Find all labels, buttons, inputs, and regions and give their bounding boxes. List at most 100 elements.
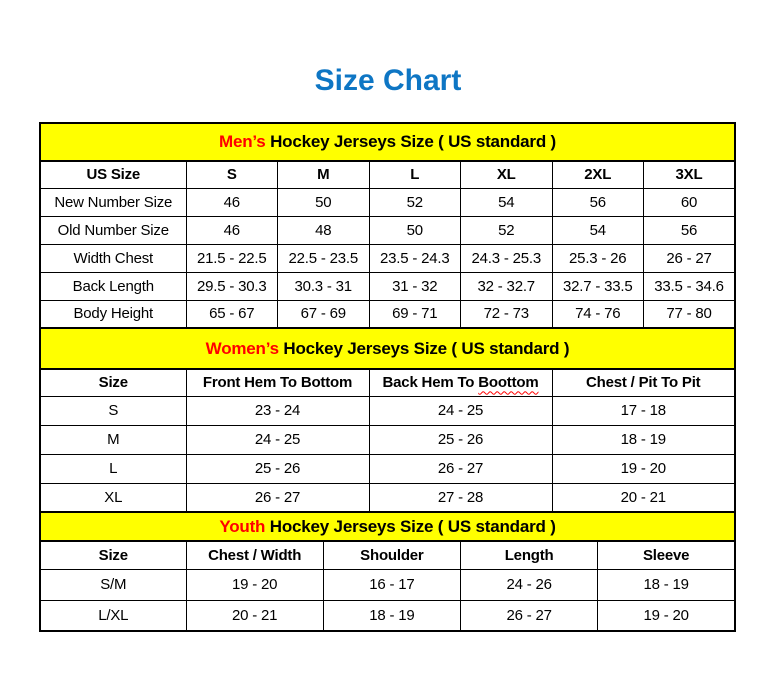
column-header: Chest / Pit To Pit bbox=[551, 368, 736, 397]
row-label: New Number Size bbox=[39, 187, 187, 217]
column-header: M bbox=[277, 160, 370, 189]
table-cell: 48 bbox=[277, 215, 370, 245]
table-cell: 77 - 80 bbox=[643, 299, 736, 329]
mens-section-banner: Men’s Hockey Jerseys Size ( US standard … bbox=[39, 122, 736, 162]
table-cell: 74 - 76 bbox=[551, 299, 644, 329]
column-header: Back Hem To Boottom bbox=[368, 368, 553, 397]
table-row: S 23 - 24 24 - 25 17 - 18 bbox=[39, 395, 736, 426]
row-label: L/XL bbox=[39, 599, 187, 632]
mens-banner-text: Hockey Jerseys Size ( US standard ) bbox=[265, 132, 556, 151]
table-cell: 52 bbox=[368, 187, 461, 217]
youth-header-row: Size Chest / Width Shoulder Length Sleev… bbox=[39, 540, 736, 570]
table-cell: 60 bbox=[643, 187, 736, 217]
row-label: S/M bbox=[39, 568, 187, 601]
column-header-text: Back Hem To bbox=[382, 374, 479, 392]
table-row: Back Length 29.5 - 30.3 30.3 - 31 31 - 3… bbox=[39, 271, 736, 301]
table-cell: 19 - 20 bbox=[597, 599, 736, 632]
table-cell: 67 - 69 bbox=[277, 299, 370, 329]
womens-banner-text: Hockey Jerseys Size ( US standard ) bbox=[278, 338, 570, 358]
womens-header-row: Size Front Hem To Bottom Back Hem To Boo… bbox=[39, 368, 736, 397]
womens-size-table: Size Front Hem To Bottom Back Hem To Boo… bbox=[39, 368, 736, 513]
table-cell: 20 - 21 bbox=[185, 599, 324, 632]
table-cell: 54 bbox=[551, 215, 644, 245]
table-row: Width Chest 21.5 - 22.5 22.5 - 23.5 23.5… bbox=[39, 243, 736, 273]
table-cell: 23 - 24 bbox=[185, 395, 370, 426]
table-cell: 50 bbox=[277, 187, 370, 217]
table-cell: 32.7 - 33.5 bbox=[551, 271, 644, 301]
column-header: Sleeve bbox=[597, 540, 736, 570]
table-cell: 56 bbox=[551, 187, 644, 217]
table-cell: 19 - 20 bbox=[551, 453, 736, 484]
row-label: S bbox=[39, 395, 187, 426]
table-cell: 32 - 32.7 bbox=[460, 271, 553, 301]
table-cell: 26 - 27 bbox=[185, 482, 370, 513]
table-row: L/XL 20 - 21 18 - 19 26 - 27 19 - 20 bbox=[39, 599, 736, 632]
table-cell: 69 - 71 bbox=[368, 299, 461, 329]
table-row: M 24 - 25 25 - 26 18 - 19 bbox=[39, 424, 736, 455]
table-cell: 25 - 26 bbox=[185, 453, 370, 484]
table-cell: 20 - 21 bbox=[551, 482, 736, 513]
mens-size-table: US Size S M L XL 2XL 3XL New Number Size… bbox=[39, 160, 736, 329]
table-cell: 56 bbox=[643, 215, 736, 245]
row-label: L bbox=[39, 453, 187, 484]
table-cell: 33.5 - 34.6 bbox=[643, 271, 736, 301]
table-cell: 65 - 67 bbox=[185, 299, 278, 329]
column-header: Size bbox=[39, 540, 187, 570]
column-header: Shoulder bbox=[322, 540, 462, 570]
table-cell: 24 - 26 bbox=[459, 568, 599, 601]
column-header: L bbox=[368, 160, 461, 189]
misspelled-word-underline: Boottom bbox=[478, 374, 539, 392]
youth-section-banner: Youth Hockey Jerseys Size ( US standard … bbox=[39, 511, 736, 542]
table-row: New Number Size 46 50 52 54 56 60 bbox=[39, 187, 736, 217]
table-cell: 54 bbox=[460, 187, 553, 217]
size-chart-tables: Men’s Hockey Jerseys Size ( US standard … bbox=[39, 122, 736, 632]
table-cell: 18 - 19 bbox=[551, 424, 736, 455]
table-cell: 24 - 25 bbox=[185, 424, 370, 455]
table-cell: 26 - 27 bbox=[459, 599, 599, 632]
column-header: Chest / Width bbox=[185, 540, 324, 570]
table-cell: 46 bbox=[185, 215, 278, 245]
table-cell: 22.5 - 23.5 bbox=[277, 243, 370, 273]
table-cell: 50 bbox=[368, 215, 461, 245]
table-cell: 52 bbox=[460, 215, 553, 245]
table-cell: 21.5 - 22.5 bbox=[185, 243, 278, 273]
row-label: XL bbox=[39, 482, 187, 513]
mens-banner-highlight: Men’s bbox=[219, 132, 266, 151]
womens-banner-highlight: Women’s bbox=[205, 338, 279, 358]
row-label: Body Height bbox=[39, 299, 187, 329]
table-cell: 31 - 32 bbox=[368, 271, 461, 301]
row-label: M bbox=[39, 424, 187, 455]
row-label: Width Chest bbox=[39, 243, 187, 273]
column-header: XL bbox=[460, 160, 553, 189]
row-label: Old Number Size bbox=[39, 215, 187, 245]
table-cell: 25.3 - 26 bbox=[551, 243, 644, 273]
youth-size-table: Size Chest / Width Shoulder Length Sleev… bbox=[39, 540, 736, 632]
youth-banner-highlight: Youth bbox=[219, 516, 266, 536]
table-cell: 18 - 19 bbox=[597, 568, 736, 601]
table-row: Old Number Size 46 48 50 52 54 56 bbox=[39, 215, 736, 245]
table-cell: 25 - 26 bbox=[368, 424, 553, 455]
table-row: XL 26 - 27 27 - 28 20 - 21 bbox=[39, 482, 736, 513]
column-header: 3XL bbox=[643, 160, 736, 189]
table-cell: 17 - 18 bbox=[551, 395, 736, 426]
table-cell: 27 - 28 bbox=[368, 482, 553, 513]
column-header: 2XL bbox=[551, 160, 644, 189]
column-header: Front Hem To Bottom bbox=[185, 368, 370, 397]
womens-section-banner: Women’s Hockey Jerseys Size ( US standar… bbox=[39, 327, 736, 370]
column-header: S bbox=[185, 160, 278, 189]
column-header: US Size bbox=[39, 160, 187, 189]
column-header: Length bbox=[459, 540, 599, 570]
table-row: S/M 19 - 20 16 - 17 24 - 26 18 - 19 bbox=[39, 568, 736, 601]
table-cell: 26 - 27 bbox=[368, 453, 553, 484]
table-cell: 16 - 17 bbox=[322, 568, 462, 601]
table-cell: 18 - 19 bbox=[322, 599, 462, 632]
youth-banner-text: Hockey Jerseys Size ( US standard ) bbox=[265, 516, 556, 536]
table-cell: 24.3 - 25.3 bbox=[460, 243, 553, 273]
row-label: Back Length bbox=[39, 271, 187, 301]
table-row: Body Height 65 - 67 67 - 69 69 - 71 72 -… bbox=[39, 299, 736, 329]
table-cell: 26 - 27 bbox=[643, 243, 736, 273]
table-cell: 23.5 - 24.3 bbox=[368, 243, 461, 273]
mens-header-row: US Size S M L XL 2XL 3XL bbox=[39, 160, 736, 189]
page-title: Size Chart bbox=[314, 64, 462, 97]
